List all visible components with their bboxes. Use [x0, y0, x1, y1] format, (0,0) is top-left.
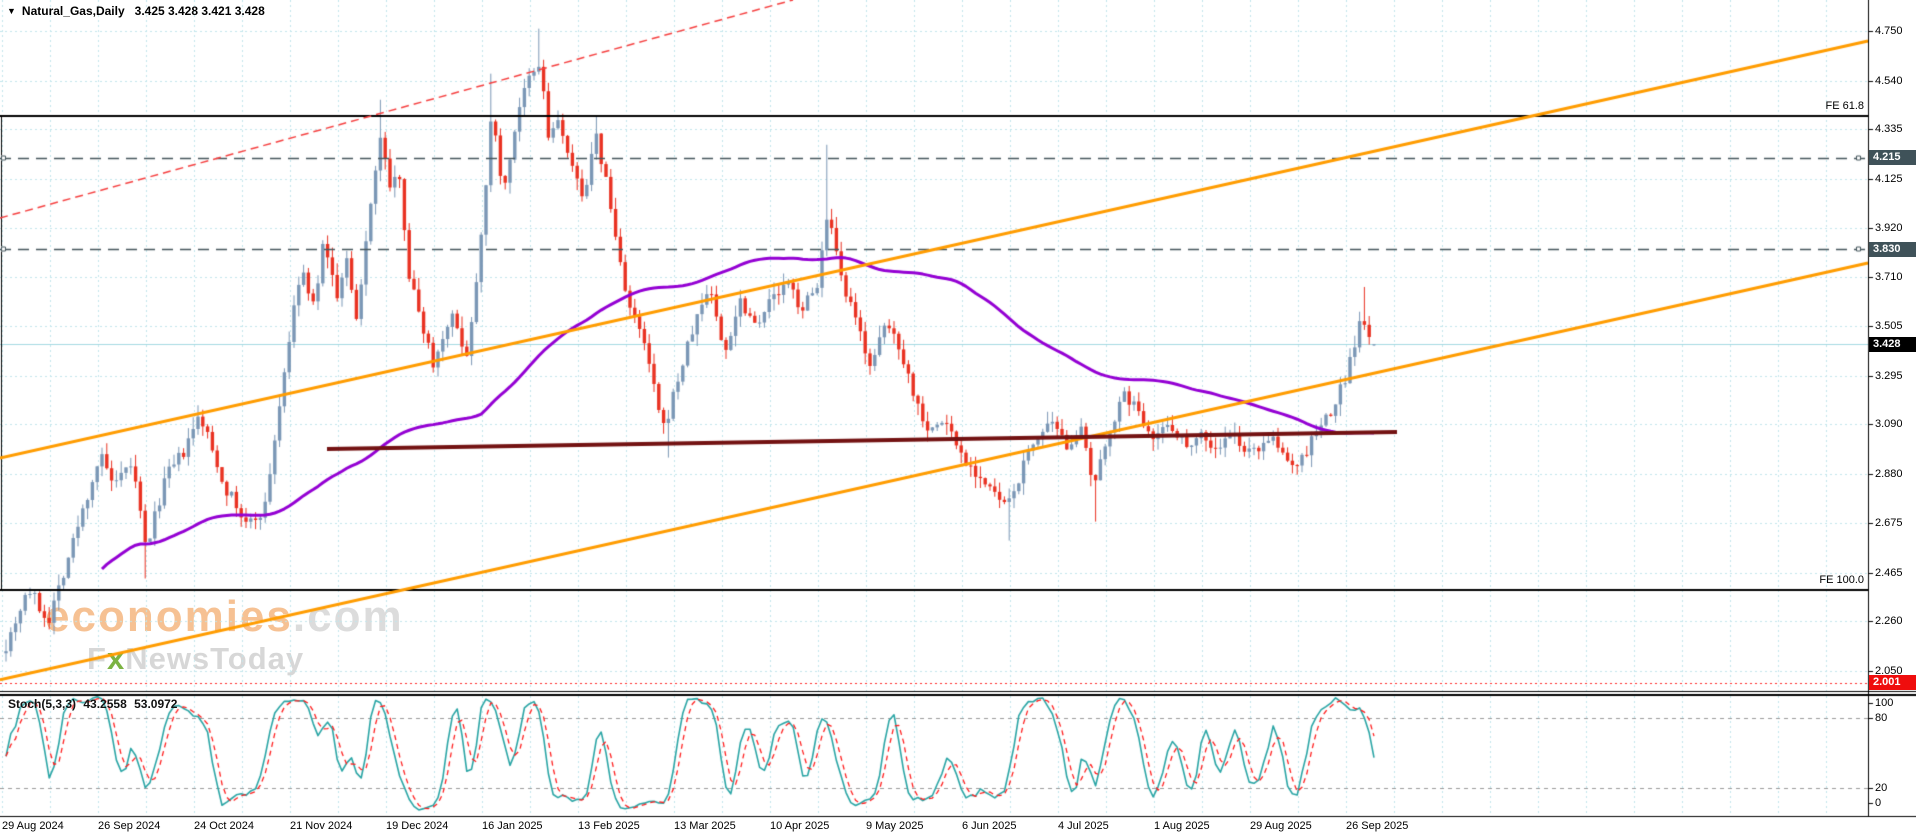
price-marker-badge-3.830: 3.830 — [1869, 241, 1916, 257]
price-marker-badge-4.215: 4.215 — [1869, 150, 1916, 166]
fib-expansion-100-label: FE 100.0 — [1819, 574, 1864, 586]
price-axis[interactable]: 4.750 4.540 4.335 4.125 3.920 3.710 3.505 3.295… — [1868, 0, 1916, 816]
symbol-period-label: Natural_Gas,Daily — [21, 4, 125, 18]
price-tick-label: 4.540 — [1875, 74, 1903, 87]
date-label: 1 Aug 2025 — [1154, 820, 1210, 832]
stochastic-name: Stoch(5,3,3) — [8, 697, 77, 711]
date-label: 16 Jan 2025 — [482, 820, 543, 832]
price-tick-label: 2.465 — [1875, 566, 1903, 579]
price-marker-badge-3.428: 3.428 — [1869, 336, 1916, 352]
date-label: 24 Oct 2024 — [194, 820, 254, 832]
price-tick-label: 3.710 — [1875, 271, 1903, 284]
price-tick-label: 4.125 — [1875, 173, 1903, 186]
date-label: 13 Feb 2025 — [578, 820, 640, 832]
stochastic-k-value: 43.2558 — [83, 697, 127, 711]
date-label: 26 Sep 2024 — [98, 820, 161, 832]
date-label: 29 Aug 2025 — [1250, 820, 1312, 832]
date-label: 26 Sep 2025 — [1346, 820, 1409, 832]
chart-title[interactable]: ▼ Natural_Gas,Daily 3.425 3.428 3.421 3.42… — [7, 4, 265, 18]
date-label: 9 May 2025 — [866, 820, 924, 832]
ohlc-values: 3.425 3.428 3.421 3.428 — [134, 4, 265, 18]
price-tick-label: 3.505 — [1875, 320, 1903, 333]
date-label: 6 Jun 2025 — [962, 820, 1017, 832]
stoch-scale-label: 20 — [1875, 782, 1888, 794]
date-label: 29 Aug 2024 — [2, 820, 64, 832]
date-label: 13 Mar 2025 — [674, 820, 736, 832]
price-tick-label: 2.260 — [1875, 615, 1903, 628]
price-tick-label: 3.090 — [1875, 418, 1903, 431]
price-tick-label: 2.880 — [1875, 468, 1903, 481]
date-label: 10 Apr 2025 — [770, 820, 830, 832]
date-label: 21 Nov 2024 — [290, 820, 353, 832]
fib-expansion-61-8-label: FE 61.8 — [1825, 100, 1864, 112]
price-tick-label: 3.295 — [1875, 369, 1903, 382]
stoch-scale-label: 100 — [1875, 697, 1894, 709]
collapse-triangle-icon[interactable]: ▼ — [7, 6, 16, 16]
time-axis[interactable]: 29 Aug 2024 26 Sep 2024 24 Oct 2024 21 Nov … — [0, 817, 1916, 840]
stochastic-indicator-label: Stoch(5,3,3) 43.2558 53.0972 — [8, 697, 181, 711]
date-label: 4 Jul 2025 — [1058, 820, 1109, 832]
date-label: 19 Dec 2024 — [386, 820, 449, 832]
price-marker-badge-2.001: 2.001 — [1869, 675, 1916, 690]
price-tick-label: 4.750 — [1875, 25, 1903, 37]
price-tick-label: 3.920 — [1875, 221, 1903, 234]
stochastic-d-value: 53.0972 — [134, 697, 178, 711]
price-tick-label: 4.335 — [1875, 123, 1903, 136]
price-tick-label: 2.675 — [1875, 516, 1903, 529]
stoch-scale-label: 80 — [1875, 712, 1888, 724]
price-tick-label: 2.050 — [1875, 664, 1903, 677]
stoch-scale-label: 0 — [1875, 797, 1882, 809]
